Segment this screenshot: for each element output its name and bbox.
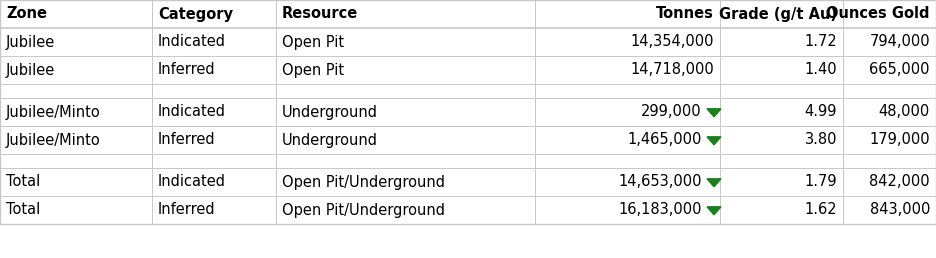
Text: Jubilee/Minto: Jubilee/Minto bbox=[6, 133, 101, 148]
Text: 1.62: 1.62 bbox=[804, 203, 837, 217]
Polygon shape bbox=[707, 179, 721, 187]
Text: Zone: Zone bbox=[6, 6, 47, 21]
Text: 16,183,000: 16,183,000 bbox=[619, 203, 702, 217]
Text: Tonnes: Tonnes bbox=[656, 6, 714, 21]
Text: 1.40: 1.40 bbox=[804, 62, 837, 77]
Polygon shape bbox=[707, 137, 721, 145]
Text: 842,000: 842,000 bbox=[870, 174, 930, 189]
Text: 1.79: 1.79 bbox=[804, 174, 837, 189]
Text: Open Pit: Open Pit bbox=[282, 35, 344, 50]
Text: Grade (g/t Au): Grade (g/t Au) bbox=[719, 6, 837, 21]
Bar bbox=[0, 0, 936, 224]
Text: Open Pit: Open Pit bbox=[282, 62, 344, 77]
Text: Underground: Underground bbox=[282, 133, 378, 148]
Text: Indicated: Indicated bbox=[158, 104, 226, 119]
Polygon shape bbox=[707, 207, 721, 215]
Text: 843,000: 843,000 bbox=[870, 203, 930, 217]
Text: 14,718,000: 14,718,000 bbox=[630, 62, 714, 77]
Text: Category: Category bbox=[158, 6, 233, 21]
Text: Total: Total bbox=[6, 203, 40, 217]
Text: 665,000: 665,000 bbox=[870, 62, 930, 77]
Text: Open Pit/Underground: Open Pit/Underground bbox=[282, 174, 445, 189]
Polygon shape bbox=[707, 109, 721, 117]
Text: Inferred: Inferred bbox=[158, 62, 215, 77]
Text: Inferred: Inferred bbox=[158, 133, 215, 148]
Text: Underground: Underground bbox=[282, 104, 378, 119]
Text: Total: Total bbox=[6, 174, 40, 189]
Text: Jubilee: Jubilee bbox=[6, 35, 55, 50]
Text: Jubilee: Jubilee bbox=[6, 62, 55, 77]
Text: 4.99: 4.99 bbox=[805, 104, 837, 119]
Text: Jubilee/Minto: Jubilee/Minto bbox=[6, 104, 101, 119]
Text: 1,465,000: 1,465,000 bbox=[628, 133, 702, 148]
Text: 794,000: 794,000 bbox=[870, 35, 930, 50]
Text: Indicated: Indicated bbox=[158, 174, 226, 189]
Text: 14,354,000: 14,354,000 bbox=[631, 35, 714, 50]
Text: 299,000: 299,000 bbox=[641, 104, 702, 119]
Text: Open Pit/Underground: Open Pit/Underground bbox=[282, 203, 445, 217]
Text: Inferred: Inferred bbox=[158, 203, 215, 217]
Text: 1.72: 1.72 bbox=[804, 35, 837, 50]
Text: 14,653,000: 14,653,000 bbox=[619, 174, 702, 189]
Text: Indicated: Indicated bbox=[158, 35, 226, 50]
Text: 48,000: 48,000 bbox=[879, 104, 930, 119]
Text: 179,000: 179,000 bbox=[870, 133, 930, 148]
Text: Ounces Gold: Ounces Gold bbox=[826, 6, 930, 21]
Text: Resource: Resource bbox=[282, 6, 358, 21]
Text: 3.80: 3.80 bbox=[805, 133, 837, 148]
